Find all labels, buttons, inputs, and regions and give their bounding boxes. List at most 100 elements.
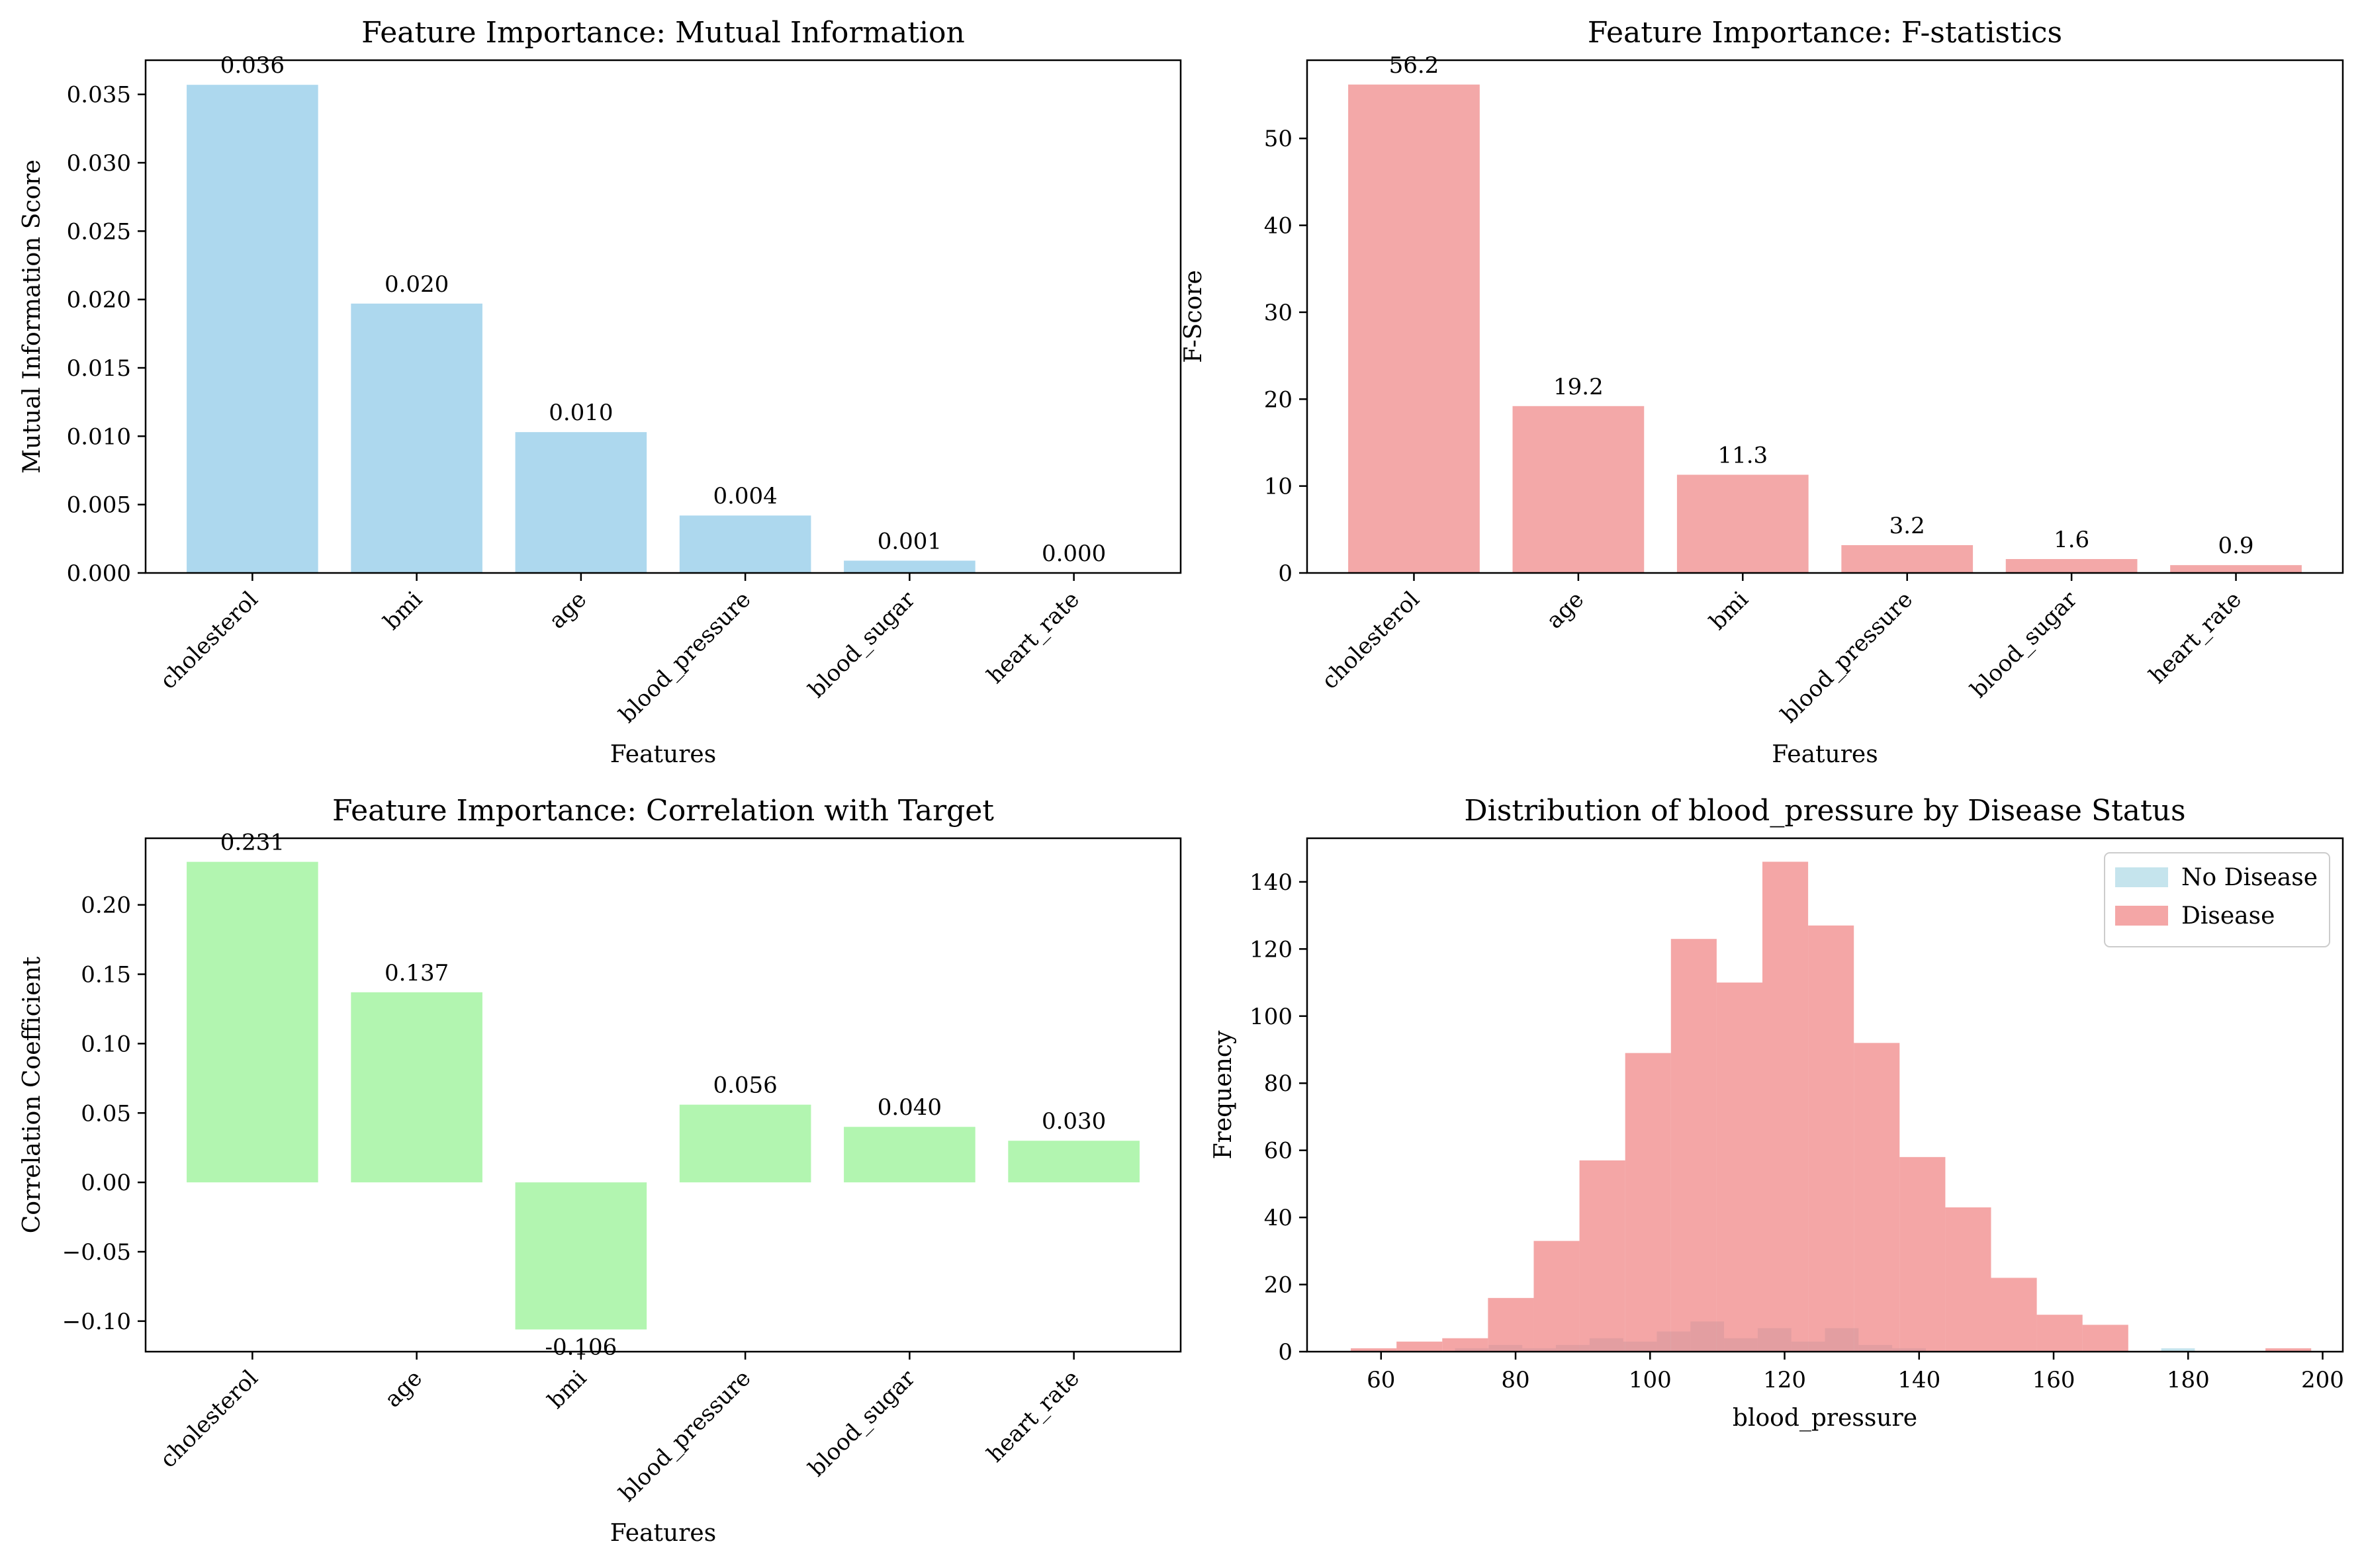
bar (2005, 558, 2138, 573)
histogram-bar (1762, 861, 1809, 1352)
histogram-bar (2036, 1315, 2083, 1352)
histogram-bar (1488, 1297, 1534, 1352)
bar-value-label: 0.036 (220, 52, 285, 79)
chart-panel-2: 56.2 19.2 11.3 3.2 1.6 0.9 0 10 20 30 40 50 choleste… (1180, 16, 2344, 768)
y-tick-label: −0.10 (62, 1309, 131, 1335)
y-tick-label: 0.20 (81, 893, 131, 919)
x-tick-label: bmi (1704, 586, 1753, 635)
histogram-bar (1808, 925, 1854, 1352)
x-tick-label: blood_sugar (803, 1365, 921, 1482)
y-axis-label: Correlation Coefficient (19, 956, 46, 1233)
y-tick-label: 0.00 (81, 1170, 131, 1196)
bar (679, 1104, 811, 1183)
x-tick-label: heart_rate (982, 1365, 1085, 1467)
x-tick-label: 100 (1629, 1367, 1672, 1393)
bar (187, 861, 318, 1183)
y-tick-label: 0.005 (67, 492, 131, 519)
bar (1841, 544, 1974, 573)
x-tick-label: blood_pressure (614, 586, 756, 728)
x-axis-label: blood_pressure (1733, 1405, 1917, 1432)
x-tick-label: blood_sugar (1966, 586, 2083, 703)
x-tick-label: cholesterol (155, 586, 263, 695)
chart-title: Feature Importance: Correlation with Tar… (332, 794, 994, 828)
x-axis-label: Features (610, 1520, 716, 1547)
x-axis-label: Features (610, 741, 716, 768)
y-tick-label: 0.000 (67, 560, 131, 587)
bar-value-label: 0.030 (1042, 1108, 1106, 1135)
x-axis-label: Features (1772, 741, 1878, 768)
y-tick-label: 50 (1264, 126, 1293, 152)
x-tick-label: 200 (2301, 1367, 2344, 1393)
y-tick-label: 80 (1264, 1070, 1293, 1097)
bar (1512, 406, 1645, 573)
x-tick-label: 60 (1367, 1367, 1395, 1393)
x-tick-label: heart_rate (982, 586, 1085, 689)
axes-frame (144, 837, 1182, 1353)
y-tick-label: 0.15 (81, 962, 131, 988)
histogram-bar (1442, 1338, 1488, 1352)
bar (844, 1127, 976, 1183)
chart-panel-3: 0.2310.137-0.1060.0560.0400.030−0.10−0.0… (19, 794, 1182, 1547)
bar-value-label: 56.2 (1389, 52, 1439, 79)
x-tick-label: age (544, 586, 592, 634)
bar-value-label: 11.3 (1717, 443, 1768, 469)
y-tick-label: 0.030 (67, 150, 131, 177)
bar-value-label: 0.020 (385, 271, 449, 298)
x-tick-label: 80 (1501, 1367, 1529, 1393)
y-tick-label: 0.015 (67, 355, 131, 382)
x-tick-label: bmi (543, 1365, 592, 1414)
y-tick-label: 120 (1249, 936, 1293, 963)
legend-swatch (2115, 867, 2168, 887)
bar-value-label: 0.040 (878, 1094, 942, 1121)
chart-title: Feature Importance: F-statistics (1588, 16, 2062, 50)
x-tick-label: 160 (2032, 1367, 2075, 1393)
x-tick-label: blood_pressure (1776, 586, 1918, 728)
y-tick-label: 0.05 (81, 1100, 131, 1127)
y-axis-label: Mutual Information Score (19, 159, 46, 474)
bar (1008, 1141, 1140, 1183)
bar (2170, 565, 2302, 573)
y-tick-label: 40 (1264, 213, 1293, 240)
histogram-bar (1899, 1156, 1946, 1352)
y-tick-label: 0 (1278, 560, 1293, 587)
histogram-bar (1716, 982, 1762, 1352)
bar-value-label: 0.001 (878, 528, 942, 554)
histogram-bar (1670, 939, 1717, 1352)
bar-value-label: 0.004 (713, 483, 777, 509)
y-tick-label: 0 (1278, 1339, 1293, 1366)
y-tick-label: 40 (1264, 1205, 1293, 1231)
legend-label: No Disease (2181, 864, 2318, 891)
x-tick-label: heart_rate (2144, 586, 2247, 689)
bar-value-label: 1.6 (2054, 527, 2089, 553)
bar-value-label: 19.2 (1553, 374, 1604, 400)
histogram-bar (1625, 1053, 1671, 1352)
bar (1676, 474, 1809, 573)
chart-title: Feature Importance: Mutual Information (361, 16, 965, 50)
histogram-bar (2082, 1325, 2128, 1352)
histogram-bar (1533, 1241, 1580, 1352)
y-tick-label: 20 (1264, 386, 1293, 413)
chart-panel-1: 0.036 0.020 0.010 0.004 0.001 0.000 0.000 0.005… (19, 16, 1182, 768)
bar (515, 432, 647, 573)
y-tick-label: 0.035 (67, 82, 131, 109)
axes-frame (1306, 837, 2344, 1353)
x-tick-label: 180 (2167, 1367, 2210, 1393)
y-tick-label: −0.05 (62, 1239, 131, 1266)
y-axis-label: F-Score (1180, 270, 1207, 363)
bar-value-label: 0.137 (385, 960, 449, 986)
chart-title: Distribution of blood_pressure by Diseas… (1464, 794, 2185, 828)
bar (679, 515, 811, 573)
x-tick-label: blood_pressure (614, 1365, 756, 1507)
y-tick-label: 20 (1264, 1272, 1293, 1299)
y-tick-label: 0.020 (67, 287, 131, 314)
y-tick-label: 30 (1264, 300, 1293, 326)
bar (351, 303, 482, 573)
x-tick-label: 140 (1897, 1367, 1940, 1393)
histogram-bar (1351, 1348, 1397, 1352)
bar (844, 560, 976, 573)
x-tick-label: cholesterol (155, 1365, 263, 1473)
bar (351, 992, 482, 1183)
x-tick-label: age (1541, 586, 1589, 634)
y-tick-label: 0.010 (67, 423, 131, 450)
